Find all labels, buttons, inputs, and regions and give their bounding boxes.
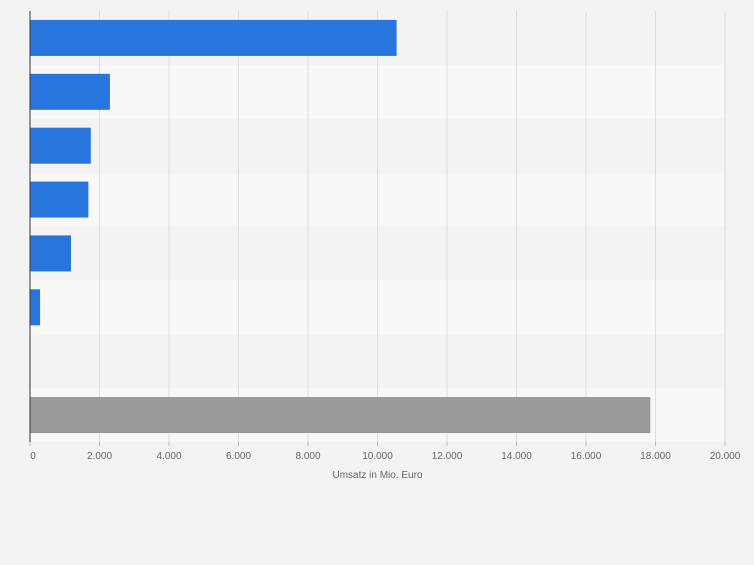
gridlines: [99, 11, 726, 442]
x-tick-label: 14.000: [501, 451, 532, 462]
x-axis-title: Umsatz in Mio. Euro: [332, 470, 422, 481]
x-tick-label: 6.000: [226, 451, 251, 462]
x-tick-label: 20.000: [710, 451, 741, 462]
x-tick-label: 2.000: [87, 451, 112, 462]
x-tick-label: 0: [30, 451, 36, 462]
x-tick-label: 10.000: [362, 451, 393, 462]
bar[interactable]: [30, 181, 89, 218]
x-axis-ticks: 0 2.000 4.000 6.000 8.000 10.000 12.000 14.000 1…: [29, 442, 741, 462]
bar[interactable]: [30, 289, 41, 326]
x-tick-label: 16.000: [571, 451, 602, 462]
bar[interactable]: [30, 19, 397, 56]
x-tick-label: 4.000: [156, 451, 181, 462]
bar[interactable]: [30, 235, 72, 272]
x-tick-label: 12.000: [432, 451, 463, 462]
bars: [30, 19, 651, 434]
x-tick-label: 8.000: [295, 451, 320, 462]
bar[interactable]: [30, 397, 651, 434]
bar[interactable]: [30, 127, 91, 164]
bar[interactable]: [30, 73, 110, 110]
x-tick-label: 18.000: [640, 451, 671, 462]
